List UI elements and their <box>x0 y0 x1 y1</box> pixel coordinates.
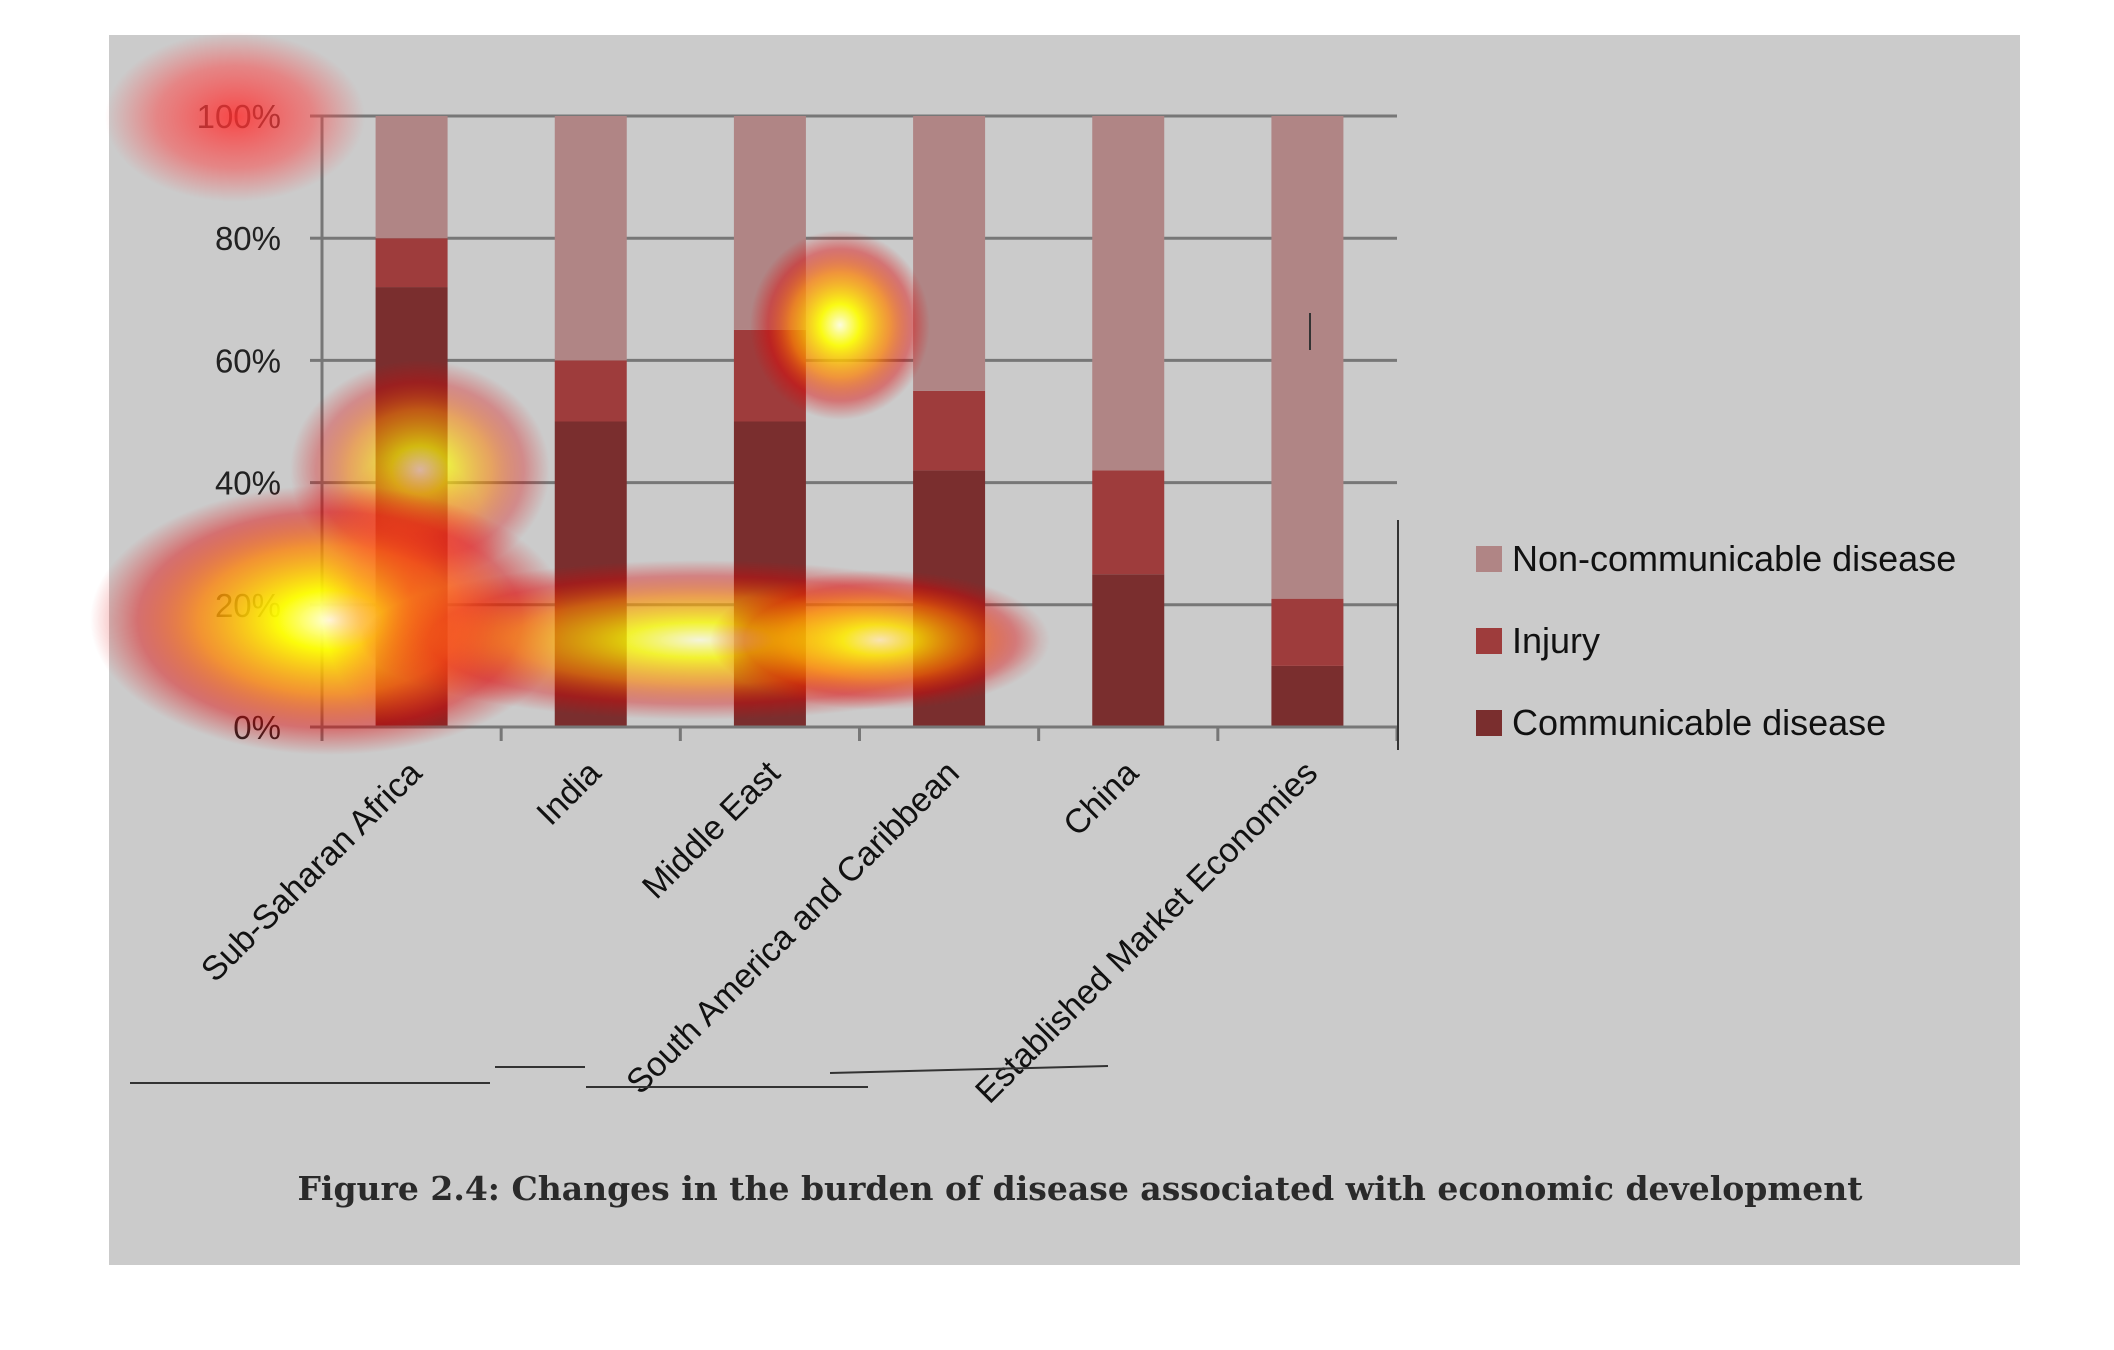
bar-segment <box>1092 470 1165 575</box>
bar-segment <box>913 390 986 471</box>
legend-swatch <box>1476 546 1502 572</box>
figure-caption: Figure 2.4: Changes in the burden of dis… <box>297 1169 1863 1208</box>
bar-segment <box>1092 574 1165 727</box>
bar-segment <box>375 238 448 288</box>
y-tick-label: 60% <box>215 342 281 379</box>
bar-segment <box>1271 665 1344 727</box>
heat-blob <box>320 450 500 730</box>
y-tick-label: 80% <box>215 220 281 257</box>
legend: Non-communicable disease Injury Communicab… <box>1476 538 1956 743</box>
heat-blob <box>750 230 930 420</box>
bar-segment <box>554 360 627 422</box>
bar-segment <box>1092 116 1165 471</box>
bar-segment <box>1271 116 1344 599</box>
bar-segment <box>375 116 448 239</box>
legend-label: Non-communicable disease <box>1512 538 1956 579</box>
bar-segment <box>1271 598 1344 666</box>
legend-label: Communicable disease <box>1512 702 1886 743</box>
bar-segment <box>554 116 627 361</box>
heat-blob <box>105 32 365 202</box>
legend-label: Injury <box>1512 620 1600 661</box>
heatmap-overlay <box>90 32 1050 755</box>
legend-swatch <box>1476 710 1502 736</box>
heat-blob <box>710 570 1050 710</box>
legend-swatch <box>1476 628 1502 654</box>
stray-lines <box>130 313 1399 1088</box>
